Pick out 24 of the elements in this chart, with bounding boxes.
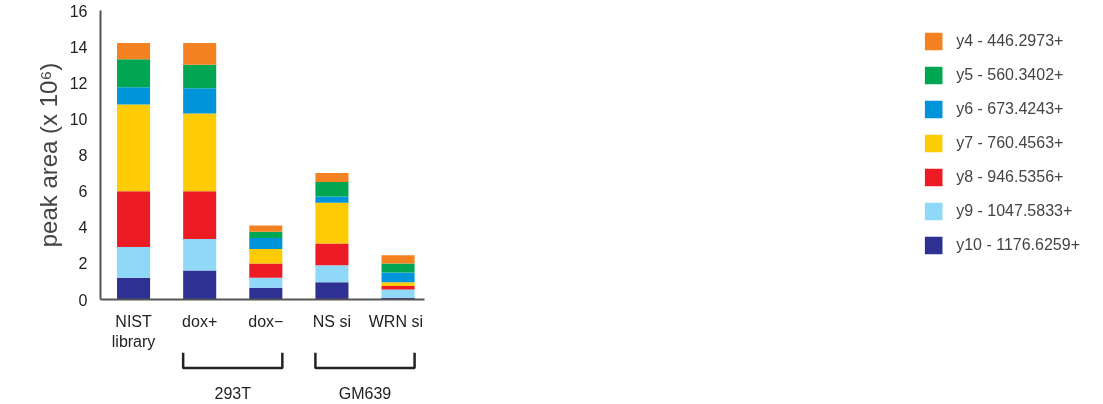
legend-label: y8 - 946.5356+: [956, 168, 1064, 186]
legend-label: y10 - 1176.6259+: [956, 236, 1080, 254]
y-tick-label: 6: [78, 183, 88, 201]
x-tick-label: WRN si: [368, 312, 423, 330]
y-tick-label: 4: [78, 219, 88, 237]
y-tick-label: 0: [78, 291, 88, 309]
text: 293T: [214, 384, 252, 402]
x-tick-label: dox+: [182, 312, 218, 330]
x-tick-label: NS si: [312, 312, 352, 330]
x-tick-label: dox−: [248, 312, 284, 330]
y-tick-label: 12: [69, 74, 88, 92]
x-tick-label: NIST library: [111, 312, 156, 350]
y-tick-label: 16: [69, 2, 88, 20]
y-tick-label: 10: [69, 110, 88, 128]
y-tick-label: 14: [69, 38, 88, 56]
legend-label: y7 - 760.4563+: [956, 134, 1064, 152]
legend-label: y5 - 560.3402+: [956, 66, 1064, 84]
y-tick-label: 2: [78, 255, 88, 273]
y-axis-title: peak area (x 10⁶): [34, 62, 62, 248]
y-tick-label: 8: [78, 147, 88, 164]
legend-label: y9 - 1047.5833+: [956, 202, 1073, 220]
legend-label: y6 - 673.4243+: [956, 100, 1064, 118]
text: GM639: [338, 384, 392, 402]
legend-label: y4 - 446.2973+: [956, 32, 1064, 50]
